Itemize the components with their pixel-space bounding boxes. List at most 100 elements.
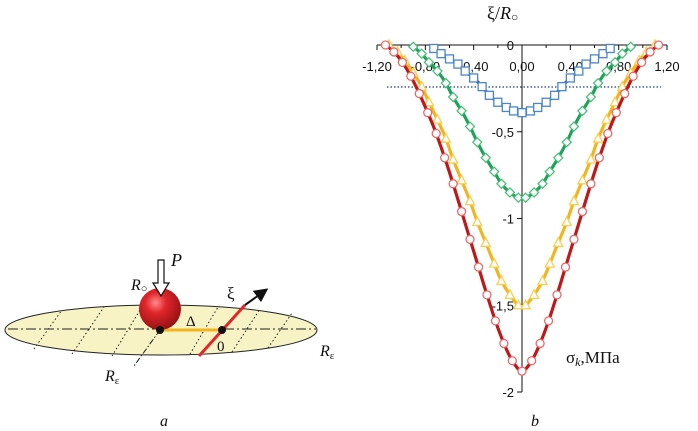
point-square (444, 54, 455, 64)
r-eps-leader (133, 329, 161, 367)
point-diamond (416, 48, 428, 60)
point-circle (406, 71, 416, 81)
svg-text:R○: R○ (130, 277, 147, 295)
svg-text:ξ/R○: ξ/R○ (487, 3, 518, 24)
zero-label: 0 (217, 339, 225, 355)
point-diamond (625, 41, 637, 53)
point-triangle (488, 257, 500, 268)
point-diamond (488, 166, 500, 178)
point-square (517, 108, 527, 118)
point-square (605, 43, 615, 54)
point-square (484, 90, 495, 100)
ball-radius-sub: ○ (141, 283, 148, 295)
point-circle (577, 206, 588, 217)
point-square (598, 49, 608, 59)
point-square (533, 102, 543, 113)
svg-text:σk,МПа: σk,МПа (566, 348, 620, 369)
point-triangle (423, 95, 435, 107)
ellipse-radius-right-sub: ε (330, 350, 335, 362)
svg-text:Rε: Rε (319, 343, 335, 362)
y-tick-label: 0 (507, 38, 514, 53)
point-triangle (609, 95, 621, 107)
point-triangle (592, 132, 604, 143)
point-square (460, 66, 470, 76)
point-square (549, 90, 560, 100)
point-circle (440, 153, 450, 163)
point-diamond (552, 152, 564, 164)
point-circle (517, 366, 527, 376)
hatch-lines (33, 306, 293, 357)
point-diamond (423, 56, 435, 68)
point-circle (569, 234, 579, 244)
point-triangle (561, 215, 573, 227)
point-circle (499, 338, 509, 349)
point-circle (456, 206, 467, 217)
ellipse-radius-right-label: R (319, 343, 330, 360)
point-circle (397, 57, 408, 67)
point-diamond (512, 192, 524, 204)
point-diamond (544, 166, 556, 178)
point-circle (645, 47, 655, 57)
point-circle (389, 47, 399, 57)
point-circle (611, 108, 621, 118)
point-triangle (552, 236, 564, 247)
point-square (493, 97, 503, 107)
point-diamond (496, 178, 507, 190)
svg-text:Rε: Rε (104, 368, 120, 387)
point-triangle (520, 298, 532, 310)
point-triangle (576, 173, 588, 185)
point-square (589, 54, 600, 64)
y-tick-label: -1,5 (492, 298, 514, 313)
point-diamond (568, 121, 580, 132)
point-circle (448, 179, 458, 189)
point-diamond (431, 65, 443, 77)
point-circle (414, 88, 424, 99)
point-triangle (504, 288, 516, 299)
point-triangle (480, 236, 492, 247)
point-circle (586, 179, 596, 189)
point-square (469, 73, 479, 83)
point-triangle (440, 132, 452, 143)
point-triangle (495, 274, 508, 286)
y-axis-title: σ (566, 348, 575, 367)
origin-point (218, 326, 226, 334)
point-circle (380, 40, 391, 50)
point-triangle (447, 153, 459, 164)
point-triangle (512, 298, 524, 310)
point-diamond (447, 91, 459, 103)
point-diamond (616, 48, 628, 60)
point-circle (465, 234, 475, 244)
point-square (429, 43, 439, 54)
point-circle (628, 71, 638, 81)
x-axis-title-r: R (499, 3, 511, 23)
point-square (557, 81, 567, 92)
force-arrow-icon (151, 259, 171, 298)
x-tick-label: 1,20 (654, 59, 679, 74)
panel-b: ξ/R○ -1,20 -0,80 -0,40 0,00 0,40 0,80 1,200-0,… (362, 3, 679, 430)
point-diamond (440, 77, 452, 89)
panel-a: P R○ Δ 0 ξ Rε Rε a (4, 250, 335, 430)
ball-radius-label: R (130, 277, 141, 294)
point-diamond (471, 136, 483, 148)
point-square (565, 73, 575, 83)
point-square (477, 81, 487, 92)
xi-axis-arrow (244, 288, 269, 306)
point-circle (653, 40, 664, 50)
caption-b: b (531, 413, 539, 430)
chart-axes (376, 44, 668, 393)
point-diamond (407, 41, 419, 53)
point-triangle (464, 194, 476, 206)
point-circle (543, 316, 554, 326)
point-triangle (585, 153, 597, 164)
point-triangle (568, 194, 580, 206)
point-square (581, 59, 591, 69)
chart-series (380, 38, 664, 376)
point-diamond (480, 152, 492, 164)
ellipse-radius-bottom-label: R (104, 368, 115, 385)
ellipse-radius-bottom-sub: ε (115, 375, 120, 387)
point-circle (636, 57, 647, 67)
point-circle (552, 290, 562, 300)
point-circle (473, 262, 484, 272)
offset-label: Δ (186, 314, 196, 330)
y-axis-title-sub: k (575, 355, 581, 369)
